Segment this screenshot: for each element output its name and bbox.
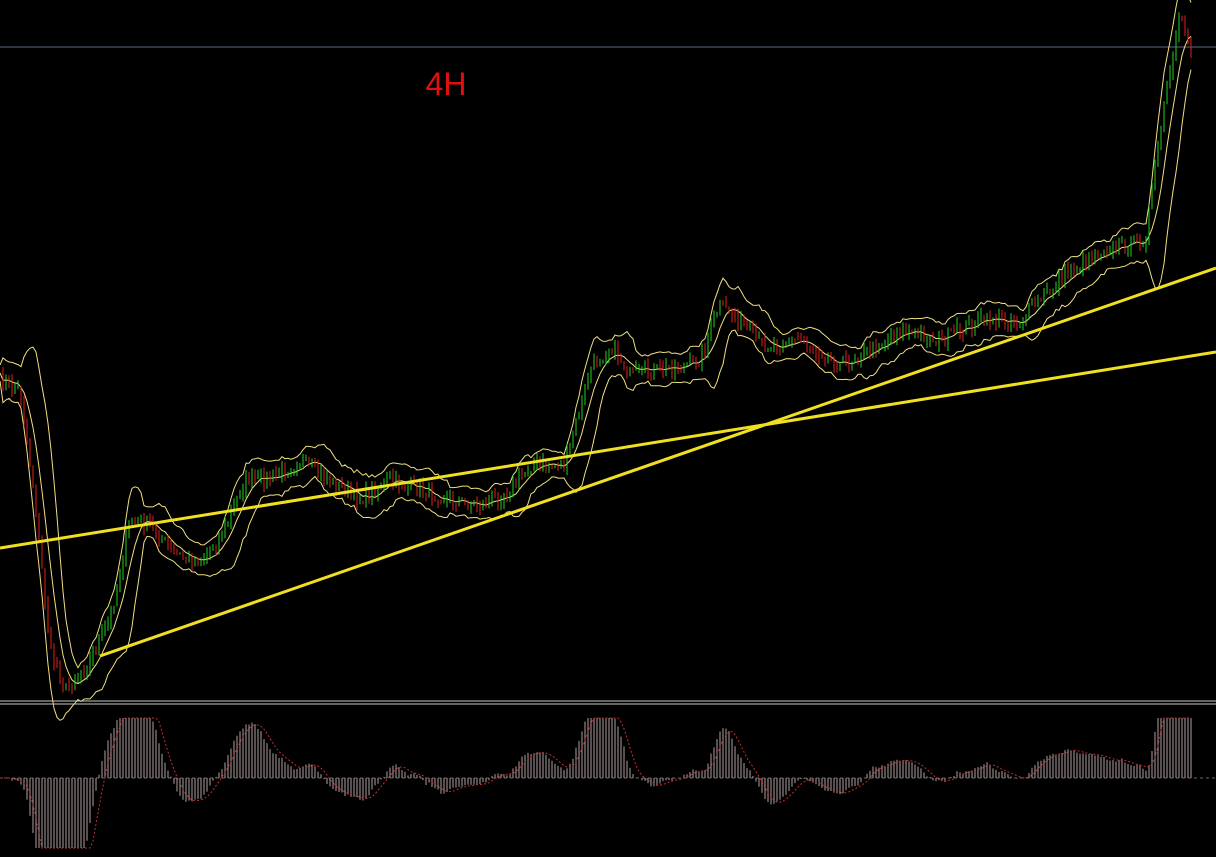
band-lower (0, 69, 1192, 721)
price-pane (0, 0, 1192, 721)
channel-upper (0, 350, 1216, 550)
channel-lower (99, 266, 1216, 658)
band-upper (0, 0, 1192, 669)
oscillator-pane (0, 717, 1216, 849)
timeframe-label: 4H (426, 66, 467, 102)
signal-line (0, 717, 1191, 849)
